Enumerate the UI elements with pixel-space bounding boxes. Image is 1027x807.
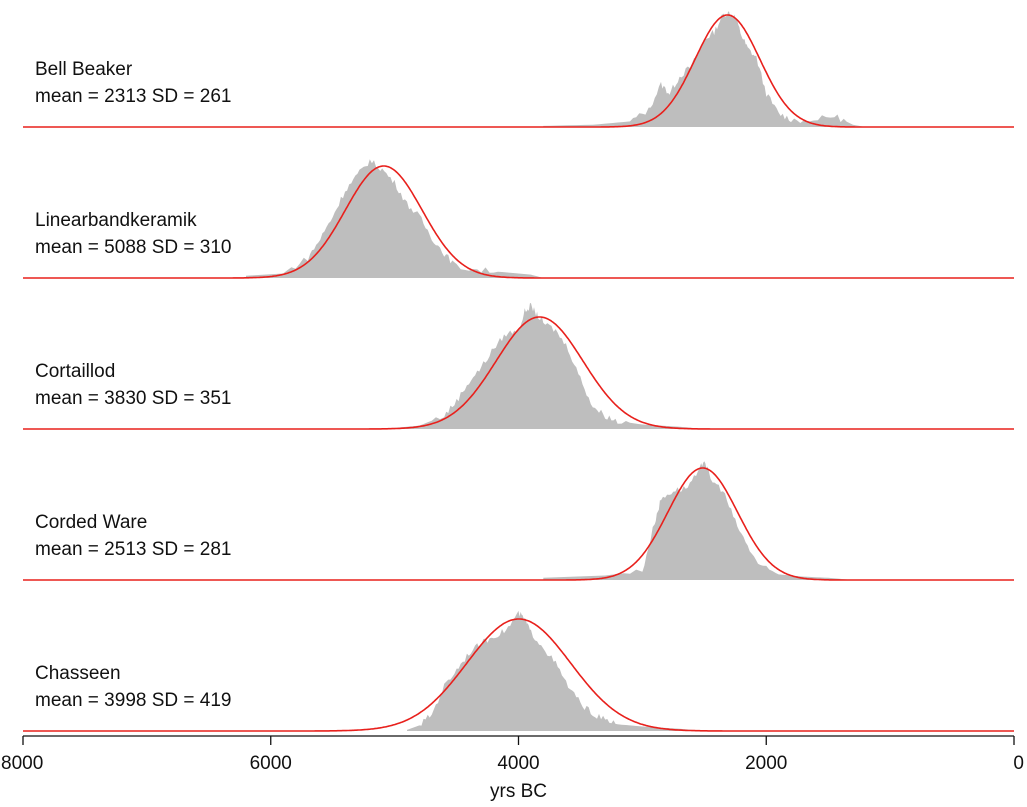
panel-name-label: Corded Ware: [35, 512, 147, 533]
panel-stats-label: mean = 5088 SD = 310: [35, 237, 231, 258]
normal-fit-curve: [23, 316, 1014, 430]
normal-fit-curve: [23, 165, 1014, 279]
panel-stats-label: mean = 2513 SD = 281: [35, 539, 231, 560]
panel-name-label: Bell Beaker: [35, 59, 133, 80]
panels-group: Bell Beaker mean = 2313 SD = 261 Linearban…: [23, 11, 1014, 732]
normal-fit-curve: [23, 14, 1014, 128]
x-axis: 8000 6000 4000 2000 0 yrs BC: [1, 735, 1024, 802]
histogram-area: [246, 159, 544, 278]
panel-name-label: Cortaillod: [35, 361, 115, 382]
panel-corded-ware: Corded Ware mean = 2513 SD = 281: [23, 461, 1014, 581]
x-tick-label: 6000: [250, 753, 292, 774]
panel-bell-beaker: Bell Beaker mean = 2313 SD = 261: [23, 11, 1014, 128]
histogram-area: [407, 610, 705, 731]
x-axis-ticks: 8000 6000 4000 2000 0: [1, 736, 1024, 774]
histogram-area: [543, 461, 853, 580]
panel-cortaillod: Cortaillod mean = 3830 SD = 351: [23, 302, 1014, 430]
panel-stats-label: mean = 2313 SD = 261: [35, 86, 231, 107]
panel-chasseen: Chasseen mean = 3998 SD = 419: [23, 610, 1014, 732]
normal-fit-curve: [23, 467, 1014, 581]
histogram-area: [394, 302, 705, 429]
x-tick-label: 4000: [497, 753, 539, 774]
x-axis-title: yrs BC: [490, 781, 547, 802]
x-tick-label: 2000: [745, 753, 787, 774]
x-tick-label: 0: [1013, 753, 1024, 774]
histogram-area: [543, 11, 866, 127]
normal-fit-curve: [23, 618, 1014, 732]
panel-stats-label: mean = 3830 SD = 351: [35, 388, 231, 409]
panel-name-label: Chasseen: [35, 663, 121, 684]
panel-linearbandkeramik: Linearbandkeramik mean = 5088 SD = 310: [23, 159, 1014, 279]
panel-name-label: Linearbandkeramik: [35, 210, 197, 231]
x-tick-label: 8000: [1, 753, 43, 774]
panel-stats-label: mean = 3998 SD = 419: [35, 690, 231, 711]
